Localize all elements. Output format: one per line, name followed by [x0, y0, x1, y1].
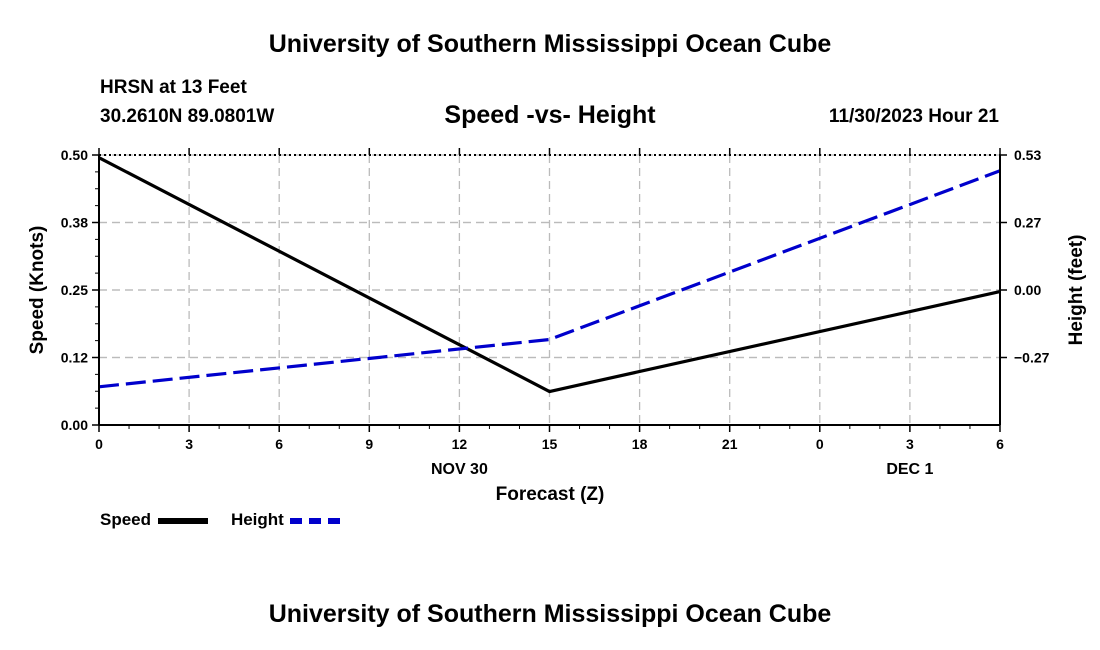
x-tick-label: 12: [452, 436, 468, 452]
y-tick-label-right: −0.27: [1014, 350, 1050, 366]
x-tick-label: 9: [365, 436, 373, 452]
y-tick-label-left: 0.50: [61, 147, 88, 163]
legend-label-height: Height: [230, 510, 284, 529]
x-tick-label: 15: [542, 436, 558, 452]
x-tick-label: 3: [185, 436, 193, 452]
y-tick-label-left: 0.00: [61, 417, 88, 433]
date-label: DEC 1: [886, 461, 933, 478]
legend-swatch-height: [290, 517, 341, 524]
chart-title: Speed -vs- Height: [444, 101, 656, 129]
x-tick-label: 6: [275, 436, 283, 452]
x-tick-label: 21: [722, 436, 738, 452]
coordinates-label: 30.2610N 89.0801W: [100, 106, 275, 127]
top-title: University of Southern Mississippi Ocean…: [268, 30, 832, 58]
y-axis-title-right: Height (feet): [1066, 235, 1087, 346]
y-tick-label-left: 0.38: [61, 215, 88, 231]
series-line-height: [98, 169, 1001, 389]
series-line-speed: [98, 156, 1001, 394]
x-tick-label: 6: [996, 436, 1004, 452]
y-axis-title-left: Speed (Knots): [27, 226, 48, 355]
y-tick-label-right: 0.27: [1014, 215, 1041, 231]
series-lines: [98, 156, 1001, 394]
bottom-title: University of Southern Mississippi Ocean…: [268, 600, 832, 628]
grid: [99, 154, 1000, 425]
legend: Speed Height: [100, 510, 341, 530]
datetime-label: 11/30/2023 Hour 21: [828, 106, 999, 127]
y-tick-label-left: 0.12: [61, 350, 88, 366]
x-tick-label: 0: [816, 436, 824, 452]
date-label: NOV 30: [431, 461, 488, 478]
x-tick-label: 0: [95, 436, 103, 452]
legend-label-speed: Speed: [100, 510, 152, 529]
axis-ticks: [92, 148, 1007, 432]
x-axis-title: Forecast (Z): [496, 484, 605, 505]
tick-labels: 0 3 6 9 12 15 18 21 0 3 6 NOV 30 DEC 1 0.00 0.12 0.25 0.…: [61, 147, 1050, 478]
y-tick-label-right: 0.00: [1014, 282, 1041, 298]
y-tick-label-right: 0.53: [1014, 147, 1041, 163]
x-tick-label: 18: [632, 436, 648, 452]
station-label: HRSN at 13 Feet: [100, 77, 247, 98]
legend-swatch-speed: [158, 517, 209, 524]
x-tick-label: 3: [906, 436, 914, 452]
y-tick-label-left: 0.25: [61, 282, 88, 298]
